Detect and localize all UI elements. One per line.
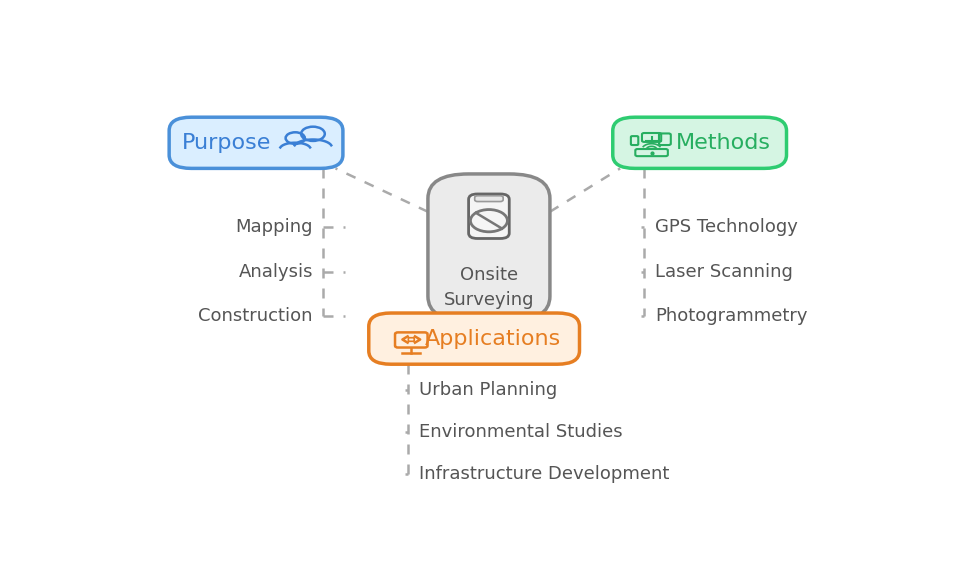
Text: Environmental Studies: Environmental Studies xyxy=(418,423,621,441)
Text: Photogrammetry: Photogrammetry xyxy=(655,307,807,325)
Text: Construction: Construction xyxy=(198,307,313,325)
FancyBboxPatch shape xyxy=(369,313,578,364)
Text: Purpose: Purpose xyxy=(182,133,271,153)
FancyBboxPatch shape xyxy=(169,117,342,168)
Text: Onsite
Surveying: Onsite Surveying xyxy=(443,266,534,309)
Text: Mapping: Mapping xyxy=(235,218,313,236)
Text: Analysis: Analysis xyxy=(238,263,313,281)
Text: GPS Technology: GPS Technology xyxy=(655,218,798,236)
FancyBboxPatch shape xyxy=(475,196,502,202)
Text: Urban Planning: Urban Planning xyxy=(418,381,557,399)
Text: Applications: Applications xyxy=(424,329,560,349)
Text: Laser Scanning: Laser Scanning xyxy=(655,263,792,281)
Text: Infrastructure Development: Infrastructure Development xyxy=(418,465,668,483)
Text: Methods: Methods xyxy=(675,133,770,153)
FancyBboxPatch shape xyxy=(612,117,785,168)
FancyBboxPatch shape xyxy=(468,194,509,239)
FancyBboxPatch shape xyxy=(428,174,549,321)
